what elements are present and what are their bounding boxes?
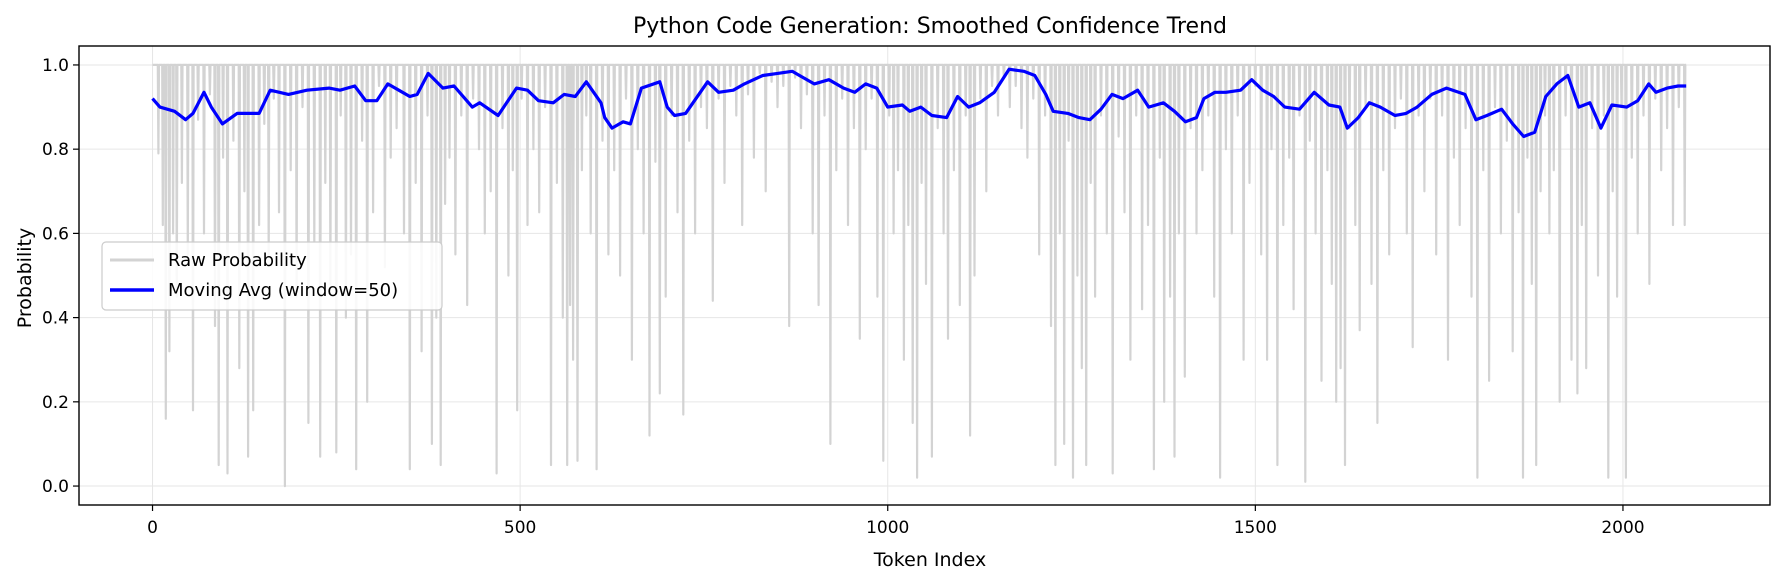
y-tick-label: 0.8	[42, 140, 69, 160]
y-tick-label: 0.4	[42, 309, 69, 329]
y-tick-label: 0.2	[42, 393, 69, 413]
series-raw-probability-line	[152, 63, 1687, 488]
chart-title: Python Code Generation: Smoothed Confide…	[633, 14, 1227, 39]
y-tick-label: 1.0	[42, 56, 69, 76]
x-tick-label: 0	[147, 518, 158, 538]
ticks: 0 500 1000 1500 2000 0.0 0.2 0.4 0.6 0.8 1.0	[42, 56, 1645, 538]
legend: Raw Probability Moving Avg (window=50)	[101, 241, 443, 311]
x-axis-label: Token Index	[873, 549, 986, 571]
legend-box	[101, 241, 443, 311]
x-tick-label: 2000	[1601, 518, 1644, 538]
legend-label-raw: Raw Probability	[168, 250, 307, 271]
legend-label-smoothed: Moving Avg (window=50)	[168, 280, 398, 301]
y-tick-label: 0.0	[42, 477, 69, 497]
plot-series	[151, 63, 1687, 488]
x-tick-label: 500	[504, 518, 536, 538]
x-tick-label: 1000	[866, 518, 909, 538]
x-tick-label: 1500	[1234, 518, 1277, 538]
y-tick-label: 0.6	[42, 224, 69, 244]
series-moving-average-line	[151, 67, 1687, 139]
plot-frame	[78, 45, 1771, 506]
y-axis-label: Probability	[14, 228, 36, 328]
